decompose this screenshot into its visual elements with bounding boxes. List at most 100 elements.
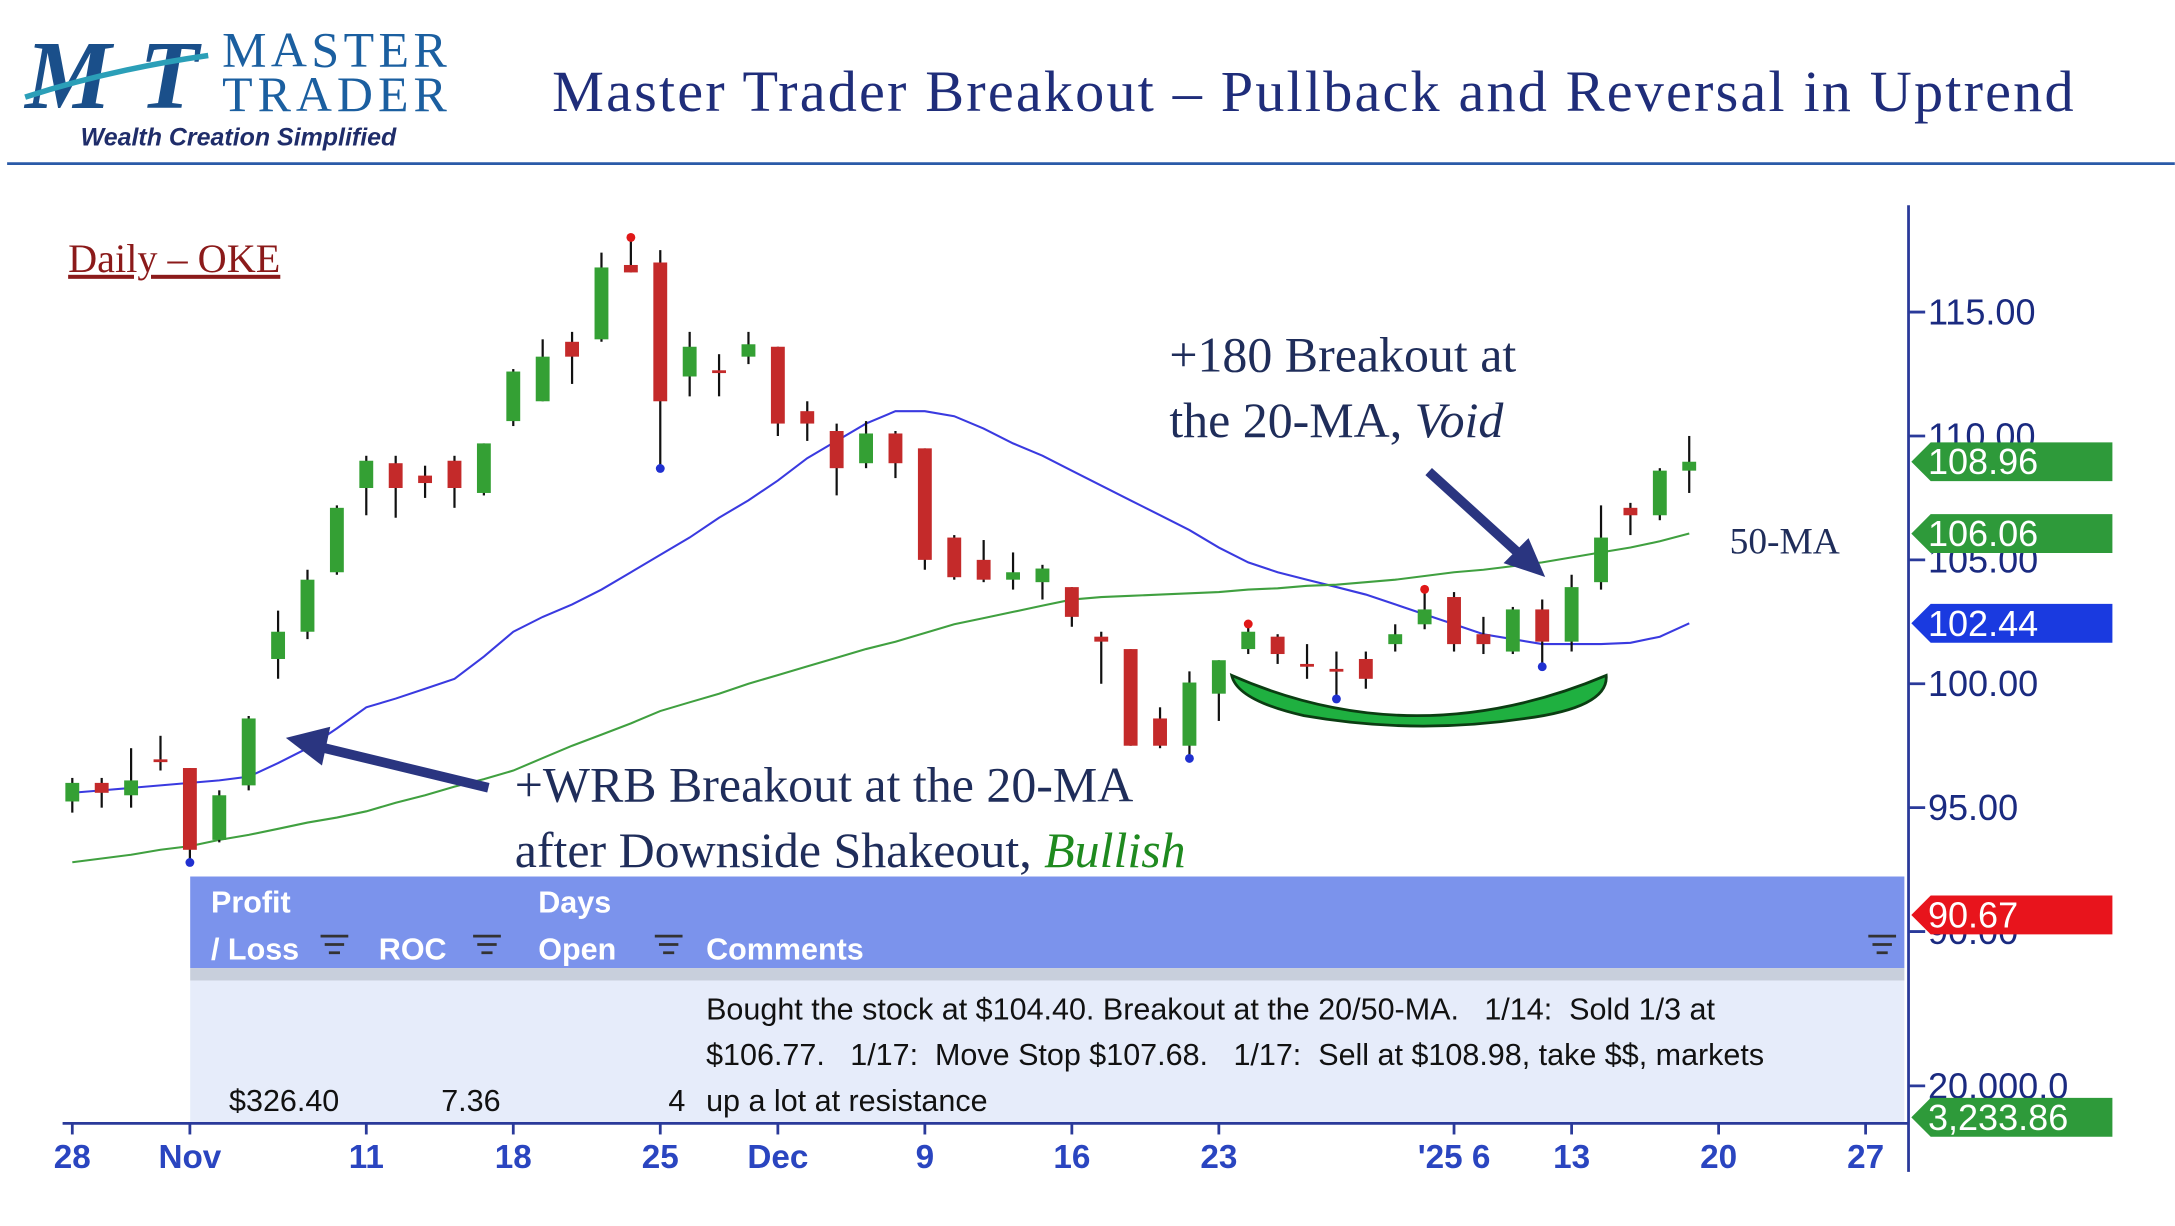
table-header: [190, 876, 1905, 969]
pivot-high: [1420, 584, 1430, 594]
annotation-line: the 20-MA,: [1169, 393, 1414, 448]
filter-icon: [473, 934, 501, 955]
candle-body: [1564, 587, 1579, 642]
price-badge-label: 3,233.86: [1928, 1097, 2068, 1138]
candle-body: [653, 262, 668, 402]
x-tick-label: 13: [1553, 1139, 1590, 1176]
candle-body: [271, 631, 286, 659]
candle-body: [1505, 609, 1520, 652]
comment-line: $106.77. 1/17: Move Stop $107.68. 1/17: …: [706, 1038, 1764, 1072]
comment-line: up a lot at resistance: [706, 1084, 987, 1118]
pivot-high: [1243, 619, 1253, 629]
candle-body: [1123, 649, 1138, 746]
candle-body: [947, 537, 962, 578]
ma-label: 50-MA: [1730, 521, 1840, 562]
candle-body: [94, 782, 109, 793]
candle-body: [1652, 470, 1667, 516]
column-header: Profit: [211, 886, 291, 920]
cell: 7.36: [441, 1084, 500, 1118]
plot: 90.0095.00100.00105.00110.00115.0028Nov1…: [54, 205, 2113, 1176]
price-badge: [1911, 895, 2113, 935]
arrow: [285, 726, 490, 793]
filter-icon: [1868, 934, 1897, 955]
filter-icon: [654, 934, 683, 955]
candle-body: [1006, 572, 1020, 580]
arrow-shaft: [320, 742, 490, 793]
candle-body: [1329, 668, 1344, 672]
price-badge: [1911, 514, 2113, 554]
y-tick-label: 100.00: [1928, 663, 2038, 704]
pivot-low: [1185, 753, 1194, 763]
y-tick-label: 115.00: [1928, 292, 2036, 333]
logo: MT MASTER TRADER Wealth Creation Simplif…: [23, 21, 447, 151]
candle-body: [1211, 660, 1226, 694]
candle-body: [565, 341, 580, 357]
arrow-head: [285, 726, 331, 766]
annotation-line: +180 Breakout at: [1169, 328, 1516, 383]
pivot-low: [185, 858, 195, 867]
candle-body: [1300, 663, 1314, 667]
candle-body: [1476, 634, 1491, 645]
candle-body: [388, 463, 403, 489]
candle-body: [1447, 597, 1461, 645]
cell: 4: [668, 1084, 685, 1118]
candle-body: [976, 559, 991, 580]
candle-body: [1182, 682, 1197, 746]
x-tick-label: 28: [54, 1139, 91, 1176]
candle-body: [418, 475, 433, 484]
candle-body: [917, 448, 932, 560]
candle-body: [1388, 634, 1403, 645]
candle-body: [65, 782, 80, 802]
x-tick-label: 11: [349, 1139, 384, 1176]
candle-body: [124, 780, 139, 796]
column-header: Days: [538, 886, 611, 920]
tagline: Wealth Creation Simplified: [81, 124, 397, 152]
candle-body: [888, 433, 903, 464]
x-tick-label: 23: [1200, 1139, 1237, 1176]
annotation: +180 Breakout at the 20-MA, Void: [0, 0, 1578, 448]
price-badge-label: 90.67: [1928, 894, 2018, 935]
pivot-high: [626, 232, 636, 242]
candle-body: [770, 346, 785, 424]
candle-body: [1417, 609, 1432, 625]
x-tick-label: 20: [1700, 1139, 1737, 1176]
y-tick-label: 95.00: [1928, 787, 2018, 828]
annotation: +WRB Breakout at the 20-MA after Downsid…: [0, 0, 1223, 878]
candle-body: [182, 768, 197, 850]
candle-body: [359, 460, 374, 489]
candle-body: [1682, 461, 1697, 471]
x-tick-label: 16: [1053, 1139, 1090, 1176]
annotation-line: after Downside Shakeout,: [515, 823, 1044, 878]
moving-average: [72, 532, 1690, 864]
candle-body: [1623, 507, 1638, 516]
price-badge-label: 108.96: [1928, 441, 2038, 482]
candle-body: [800, 411, 815, 424]
price-badge-label: 102.44: [1928, 603, 2038, 644]
candle-body: [1094, 636, 1109, 642]
candle-body: [594, 267, 609, 340]
candle-body: [682, 346, 697, 377]
chart-subtitle: Daily – OKE: [68, 236, 280, 281]
cell: $326.40: [229, 1084, 339, 1118]
table: Profit / Loss ROC Days Open Comments $326.40 7.…: [190, 876, 1905, 1122]
candle-body: [859, 433, 873, 464]
column-header: Comments: [706, 933, 864, 967]
candle-body: [1535, 609, 1550, 642]
pivot-low: [655, 464, 665, 473]
candle-body: [1594, 537, 1608, 583]
column-header: ROC: [379, 933, 447, 967]
pivot-low: [1537, 662, 1547, 672]
x-tick-label: 18: [495, 1139, 532, 1176]
column-header: / Loss: [211, 933, 299, 967]
arrow-head: [1503, 538, 1546, 577]
price-badge: [1911, 603, 2113, 643]
x-tick-label: 27: [1847, 1139, 1884, 1176]
candle-body: [329, 507, 344, 573]
arrow: [1425, 467, 1546, 577]
candle-body: [535, 356, 550, 402]
x-tick-label: '25 6: [1418, 1139, 1491, 1176]
candle-body: [712, 370, 727, 374]
candle-body: [829, 431, 844, 469]
x-tick-label: 25: [642, 1139, 679, 1176]
table-divider: [190, 968, 1905, 981]
